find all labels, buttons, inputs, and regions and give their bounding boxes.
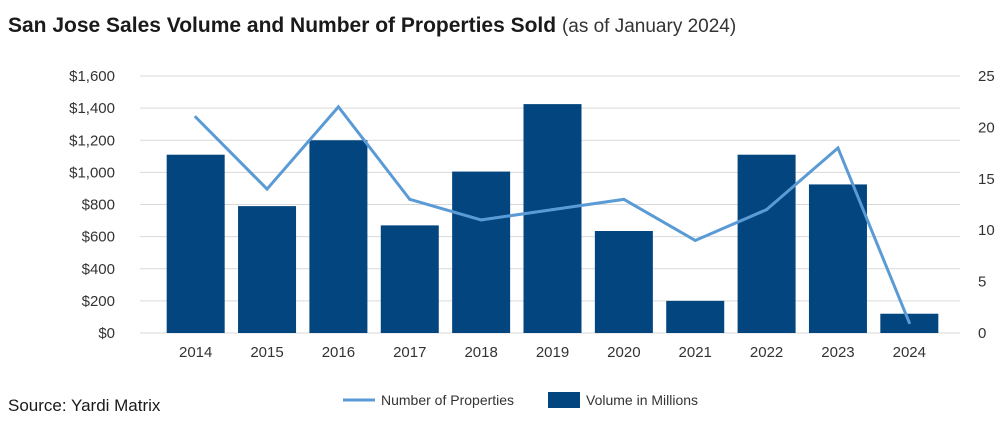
x-axis-tick-label: 2018: [464, 344, 497, 361]
left-axis-tick-label: $200: [82, 293, 115, 310]
right-axis-tick-label: 20: [978, 119, 995, 136]
line-point-2014: [194, 115, 198, 119]
right-axis-tick-label: 5: [978, 274, 986, 291]
bar-2019: [523, 104, 582, 333]
source-note: Source: Yardi Matrix: [8, 396, 161, 415]
bar-2020: [594, 231, 653, 333]
right-axis-tick-label: 0: [978, 325, 986, 342]
x-axis-tick-label: 2019: [536, 344, 569, 361]
x-axis-tick-label: 2015: [250, 344, 283, 361]
chart-subtitle: (as of January 2024): [561, 16, 737, 37]
legend-label-volume-in-millions: Volume in Millions: [586, 392, 698, 408]
line-point-2015: [265, 187, 269, 191]
line-point-2018: [479, 218, 483, 222]
legend-label-number-of-properties: Number of Properties: [381, 392, 514, 408]
left-axis-tick-label: $800: [82, 197, 115, 214]
bar-2014: [166, 154, 225, 333]
right-axis-ticks: 0 5 10 15 20 25: [978, 68, 995, 342]
x-axis-tick-label: 2016: [322, 344, 355, 361]
line-point-2024: [907, 321, 911, 325]
line-point-2017: [408, 197, 412, 201]
bar-2017: [380, 225, 439, 333]
chart-title: San Jose Sales Volume and Number of Prop…: [8, 14, 736, 38]
line-point-2019: [551, 208, 554, 212]
x-axis-ticks: 2014 2015 2016 2017 2018 2019 2020 2021 2022 2023…: [179, 344, 926, 361]
line-series: [194, 104, 911, 325]
legend-swatch-volume-in-millions: [548, 392, 580, 408]
x-axis-tick-label: 2023: [821, 344, 854, 361]
left-axis-tick-label: $1,000: [69, 164, 115, 181]
left-axis-tick-label: $0: [98, 325, 115, 342]
bar-2022: [737, 154, 796, 333]
x-axis-tick-label: 2024: [893, 344, 926, 361]
line-point-2021: [693, 238, 697, 242]
left-axis-tick-label: $1,600: [69, 68, 115, 85]
bar-2023: [808, 184, 867, 333]
left-axis-tick-label: $1,200: [69, 132, 115, 149]
legend: Number of Properties Volume in Millions: [343, 392, 698, 408]
bar-2016: [309, 140, 368, 333]
line-point-2022: [765, 208, 769, 212]
bar-series: [166, 104, 939, 333]
x-axis-tick-label: 2021: [679, 344, 712, 361]
x-axis-tick-label: 2017: [393, 344, 426, 361]
line-point-2020: [622, 197, 626, 201]
x-axis-tick-label: 2020: [607, 344, 640, 361]
x-axis-tick-label: 2022: [750, 344, 783, 361]
line-point-2023: [836, 146, 840, 150]
line-point-2016: [336, 105, 340, 109]
right-axis-tick-label: 10: [978, 222, 995, 239]
left-axis-tick-label: $400: [82, 261, 115, 278]
right-axis-tick-label: 15: [978, 171, 995, 188]
left-axis-ticks: $0 $200 $400 $600 $800 $1,000 $1,200 $1,400 $1,6…: [69, 68, 115, 342]
bar-2021: [666, 300, 725, 333]
chart-title-main: San Jose Sales Volume and Number of Prop…: [8, 14, 557, 37]
left-axis-tick-label: $600: [82, 229, 115, 246]
x-axis-tick-label: 2014: [179, 344, 212, 361]
right-axis-tick-label: 25: [978, 68, 995, 85]
bar-2018: [452, 171, 511, 333]
left-axis-tick-label: $1,400: [69, 100, 115, 117]
bar-2015: [238, 206, 297, 333]
